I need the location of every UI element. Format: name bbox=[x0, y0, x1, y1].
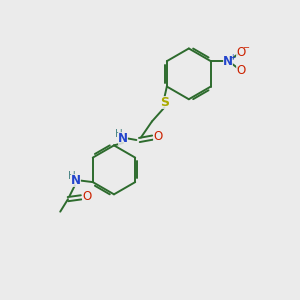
Text: O: O bbox=[236, 64, 245, 76]
Text: N: N bbox=[118, 132, 128, 145]
Text: N: N bbox=[71, 174, 81, 187]
Text: O: O bbox=[82, 190, 91, 202]
Text: N: N bbox=[223, 55, 233, 68]
Text: −: − bbox=[242, 44, 249, 52]
Text: O: O bbox=[236, 46, 245, 59]
Text: H: H bbox=[68, 171, 76, 181]
Text: O: O bbox=[153, 130, 163, 143]
Text: H: H bbox=[115, 129, 123, 139]
Text: +: + bbox=[229, 53, 236, 62]
Text: S: S bbox=[160, 96, 169, 109]
